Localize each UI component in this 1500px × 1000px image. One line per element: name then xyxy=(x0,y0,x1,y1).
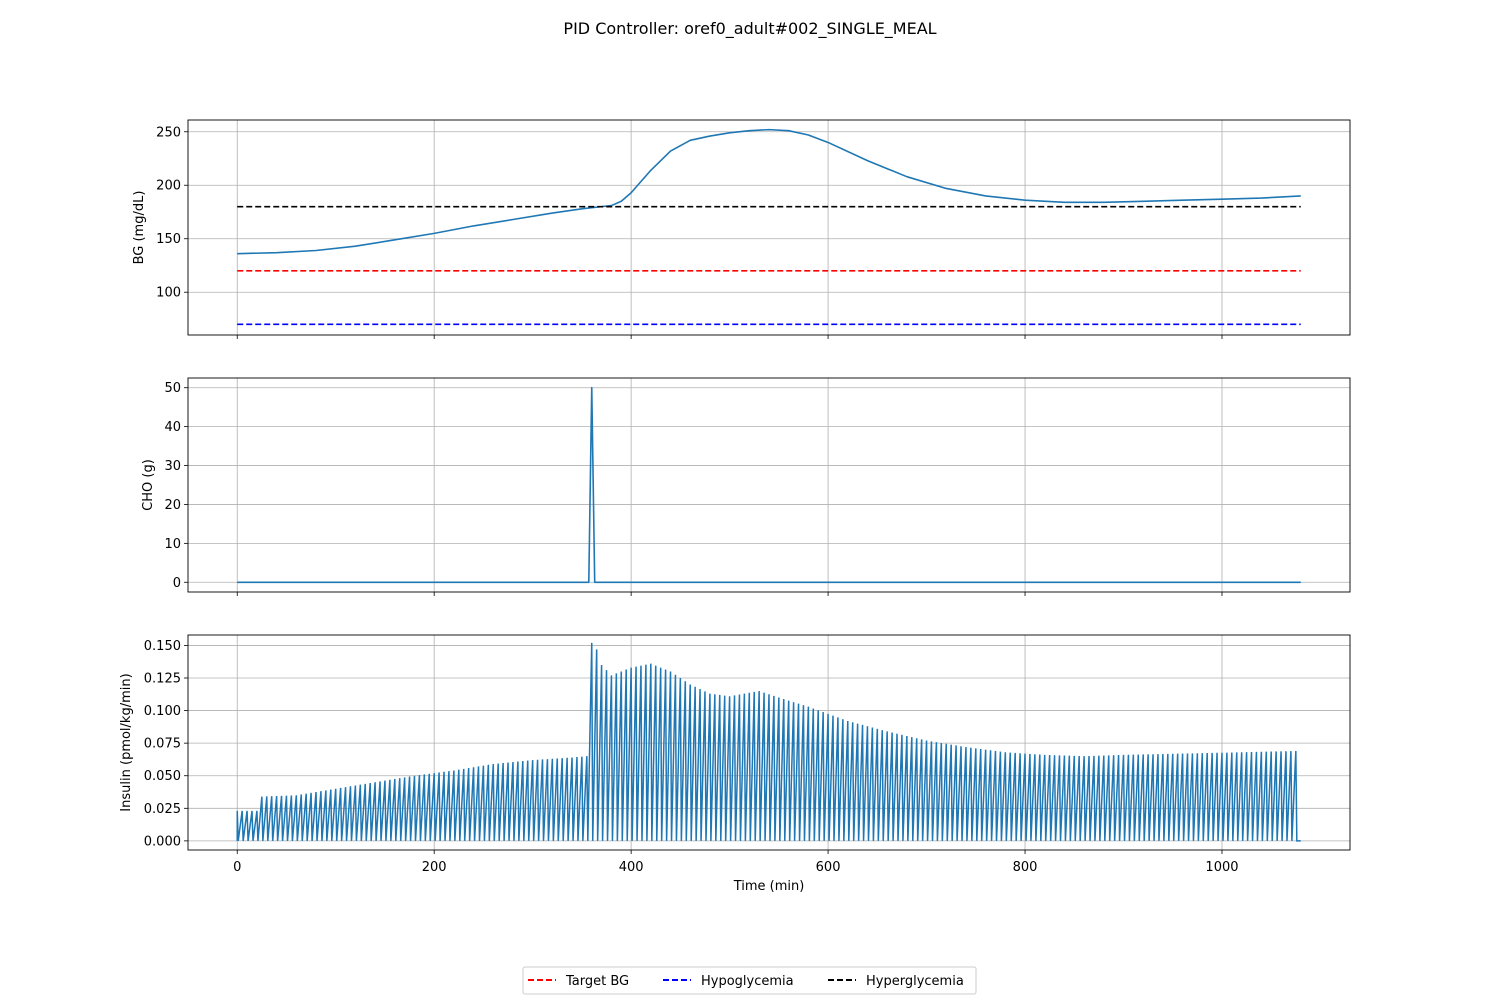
y-axis-label: Insulin (pmol/kg/min) xyxy=(119,673,134,811)
insulin-series-line xyxy=(236,642,1301,842)
y-tick-label: 50 xyxy=(164,381,181,396)
y-axis-label: BG (mg/dL) xyxy=(132,191,147,265)
plot-series xyxy=(237,128,1301,326)
x-tick-label: 0 xyxy=(233,860,241,875)
y-tick-label: 100 xyxy=(156,286,181,301)
y-tick-label: 30 xyxy=(164,459,181,474)
panel-insulin: 0 200 400 600 800 1000 0.000 0.025 0.050 0.075 0.1… xyxy=(119,634,1351,894)
y-tick-label: 250 xyxy=(156,125,181,140)
x-tick-label: 800 xyxy=(1013,860,1038,875)
y-axis-label: CHO (g) xyxy=(141,459,156,511)
y-tick-label: 40 xyxy=(164,420,181,435)
y-tick-label: 0.025 xyxy=(144,802,181,817)
y-tick-label: 0.050 xyxy=(144,769,181,784)
x-tick-label: 400 xyxy=(619,860,644,875)
plot-series xyxy=(237,386,1301,584)
x-axis-label: Time (min) xyxy=(733,879,805,894)
legend: Target BG Hypoglycemia Hyperglycemia xyxy=(522,966,977,995)
y-tick-label: 0.150 xyxy=(144,639,181,654)
y-tick-label: 10 xyxy=(164,537,181,552)
y-tick-label: 200 xyxy=(156,179,181,194)
axes-frame xyxy=(187,377,1351,593)
legend-label-hypoglycemia: Hypoglycemia xyxy=(701,974,794,989)
figure-title: PID Controller: oref0_adult#002_SINGLE_M… xyxy=(563,19,936,39)
panel-bg: 100 150 200 250 BG (mg/dL) xyxy=(132,119,1351,339)
y-tick-label: 0.125 xyxy=(144,672,181,687)
legend-label-hyperglycemia: Hyperglycemia xyxy=(866,974,964,989)
x-tick-label: 1000 xyxy=(1205,860,1238,875)
x-tick-label: 600 xyxy=(816,860,841,875)
plot-area xyxy=(188,378,1350,592)
y-tick-label: 20 xyxy=(164,498,181,513)
y-tick-label: 150 xyxy=(156,232,181,247)
y-tick-label: 0 xyxy=(173,576,181,591)
cho-series-line xyxy=(237,386,1301,584)
plot-series xyxy=(236,642,1301,842)
legend-frame xyxy=(522,966,977,995)
plot-area xyxy=(188,120,1350,335)
y-tick-label: 0.100 xyxy=(144,704,181,719)
panel-cho: 0 10 20 30 40 50 CHO (g) xyxy=(141,377,1351,596)
bg-series-line xyxy=(237,128,1301,255)
axes-frame xyxy=(187,634,1351,851)
legend-label-target-bg: Target BG xyxy=(565,974,629,989)
axes-frame xyxy=(187,119,1351,336)
x-tick-label: 200 xyxy=(422,860,447,875)
y-tick-label: 0.000 xyxy=(144,834,181,849)
y-tick-label: 0.075 xyxy=(144,737,181,752)
